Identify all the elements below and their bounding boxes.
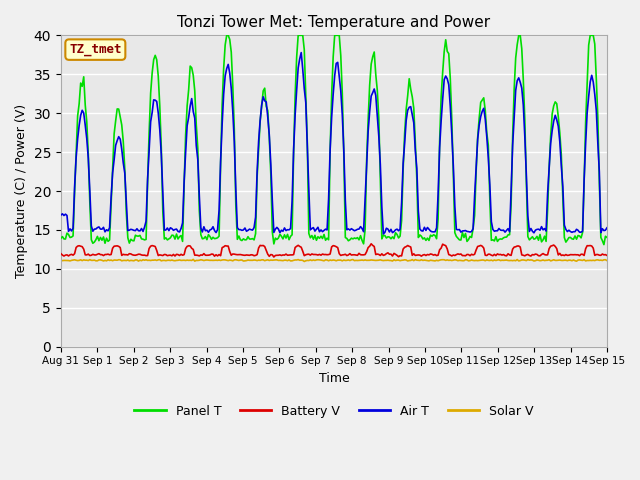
Air T	[296, 56, 303, 62]
Line: Battery V: Battery V	[61, 244, 607, 257]
Solar V	[298, 257, 305, 263]
Battery V	[298, 244, 305, 250]
Air T	[247, 227, 255, 233]
Y-axis label: Temperature (C) / Power (V): Temperature (C) / Power (V)	[15, 104, 28, 278]
Panel T	[603, 235, 611, 240]
Panel T	[249, 236, 257, 241]
Panel T	[574, 233, 582, 239]
Air T	[124, 228, 132, 233]
Panel T	[600, 242, 608, 248]
Solar V	[300, 259, 308, 264]
Line: Solar V: Solar V	[61, 259, 607, 262]
Solar V	[189, 256, 197, 262]
Solar V	[221, 257, 229, 263]
Solar V	[249, 257, 257, 263]
Air T	[380, 231, 387, 237]
Air T	[238, 228, 246, 233]
Panel T	[298, 33, 305, 38]
Battery V	[576, 253, 584, 259]
Panel T	[124, 235, 132, 240]
Legend: Panel T, Battery V, Air T, Solar V: Panel T, Battery V, Air T, Solar V	[129, 400, 538, 423]
Solar V	[57, 257, 65, 263]
Text: TZ_tmet: TZ_tmet	[69, 43, 122, 56]
Solar V	[124, 257, 132, 263]
Air T	[576, 229, 584, 235]
X-axis label: Time: Time	[319, 372, 349, 385]
Air T	[298, 50, 305, 56]
Battery V	[270, 254, 278, 260]
Solar V	[576, 257, 584, 263]
Battery V	[220, 244, 227, 250]
Panel T	[57, 235, 65, 241]
Line: Air T: Air T	[61, 53, 607, 234]
Title: Tonzi Tower Met: Temperature and Power: Tonzi Tower Met: Temperature and Power	[177, 15, 490, 30]
Battery V	[124, 252, 132, 258]
Air T	[220, 91, 227, 97]
Panel T	[220, 66, 227, 72]
Solar V	[603, 258, 611, 264]
Battery V	[367, 241, 375, 247]
Air T	[57, 212, 65, 218]
Panel T	[239, 236, 247, 242]
Battery V	[238, 252, 246, 258]
Panel T	[223, 33, 230, 38]
Line: Panel T: Panel T	[61, 36, 607, 245]
Battery V	[603, 252, 611, 258]
Solar V	[239, 258, 247, 264]
Battery V	[57, 251, 65, 256]
Air T	[603, 225, 611, 231]
Battery V	[247, 252, 255, 258]
